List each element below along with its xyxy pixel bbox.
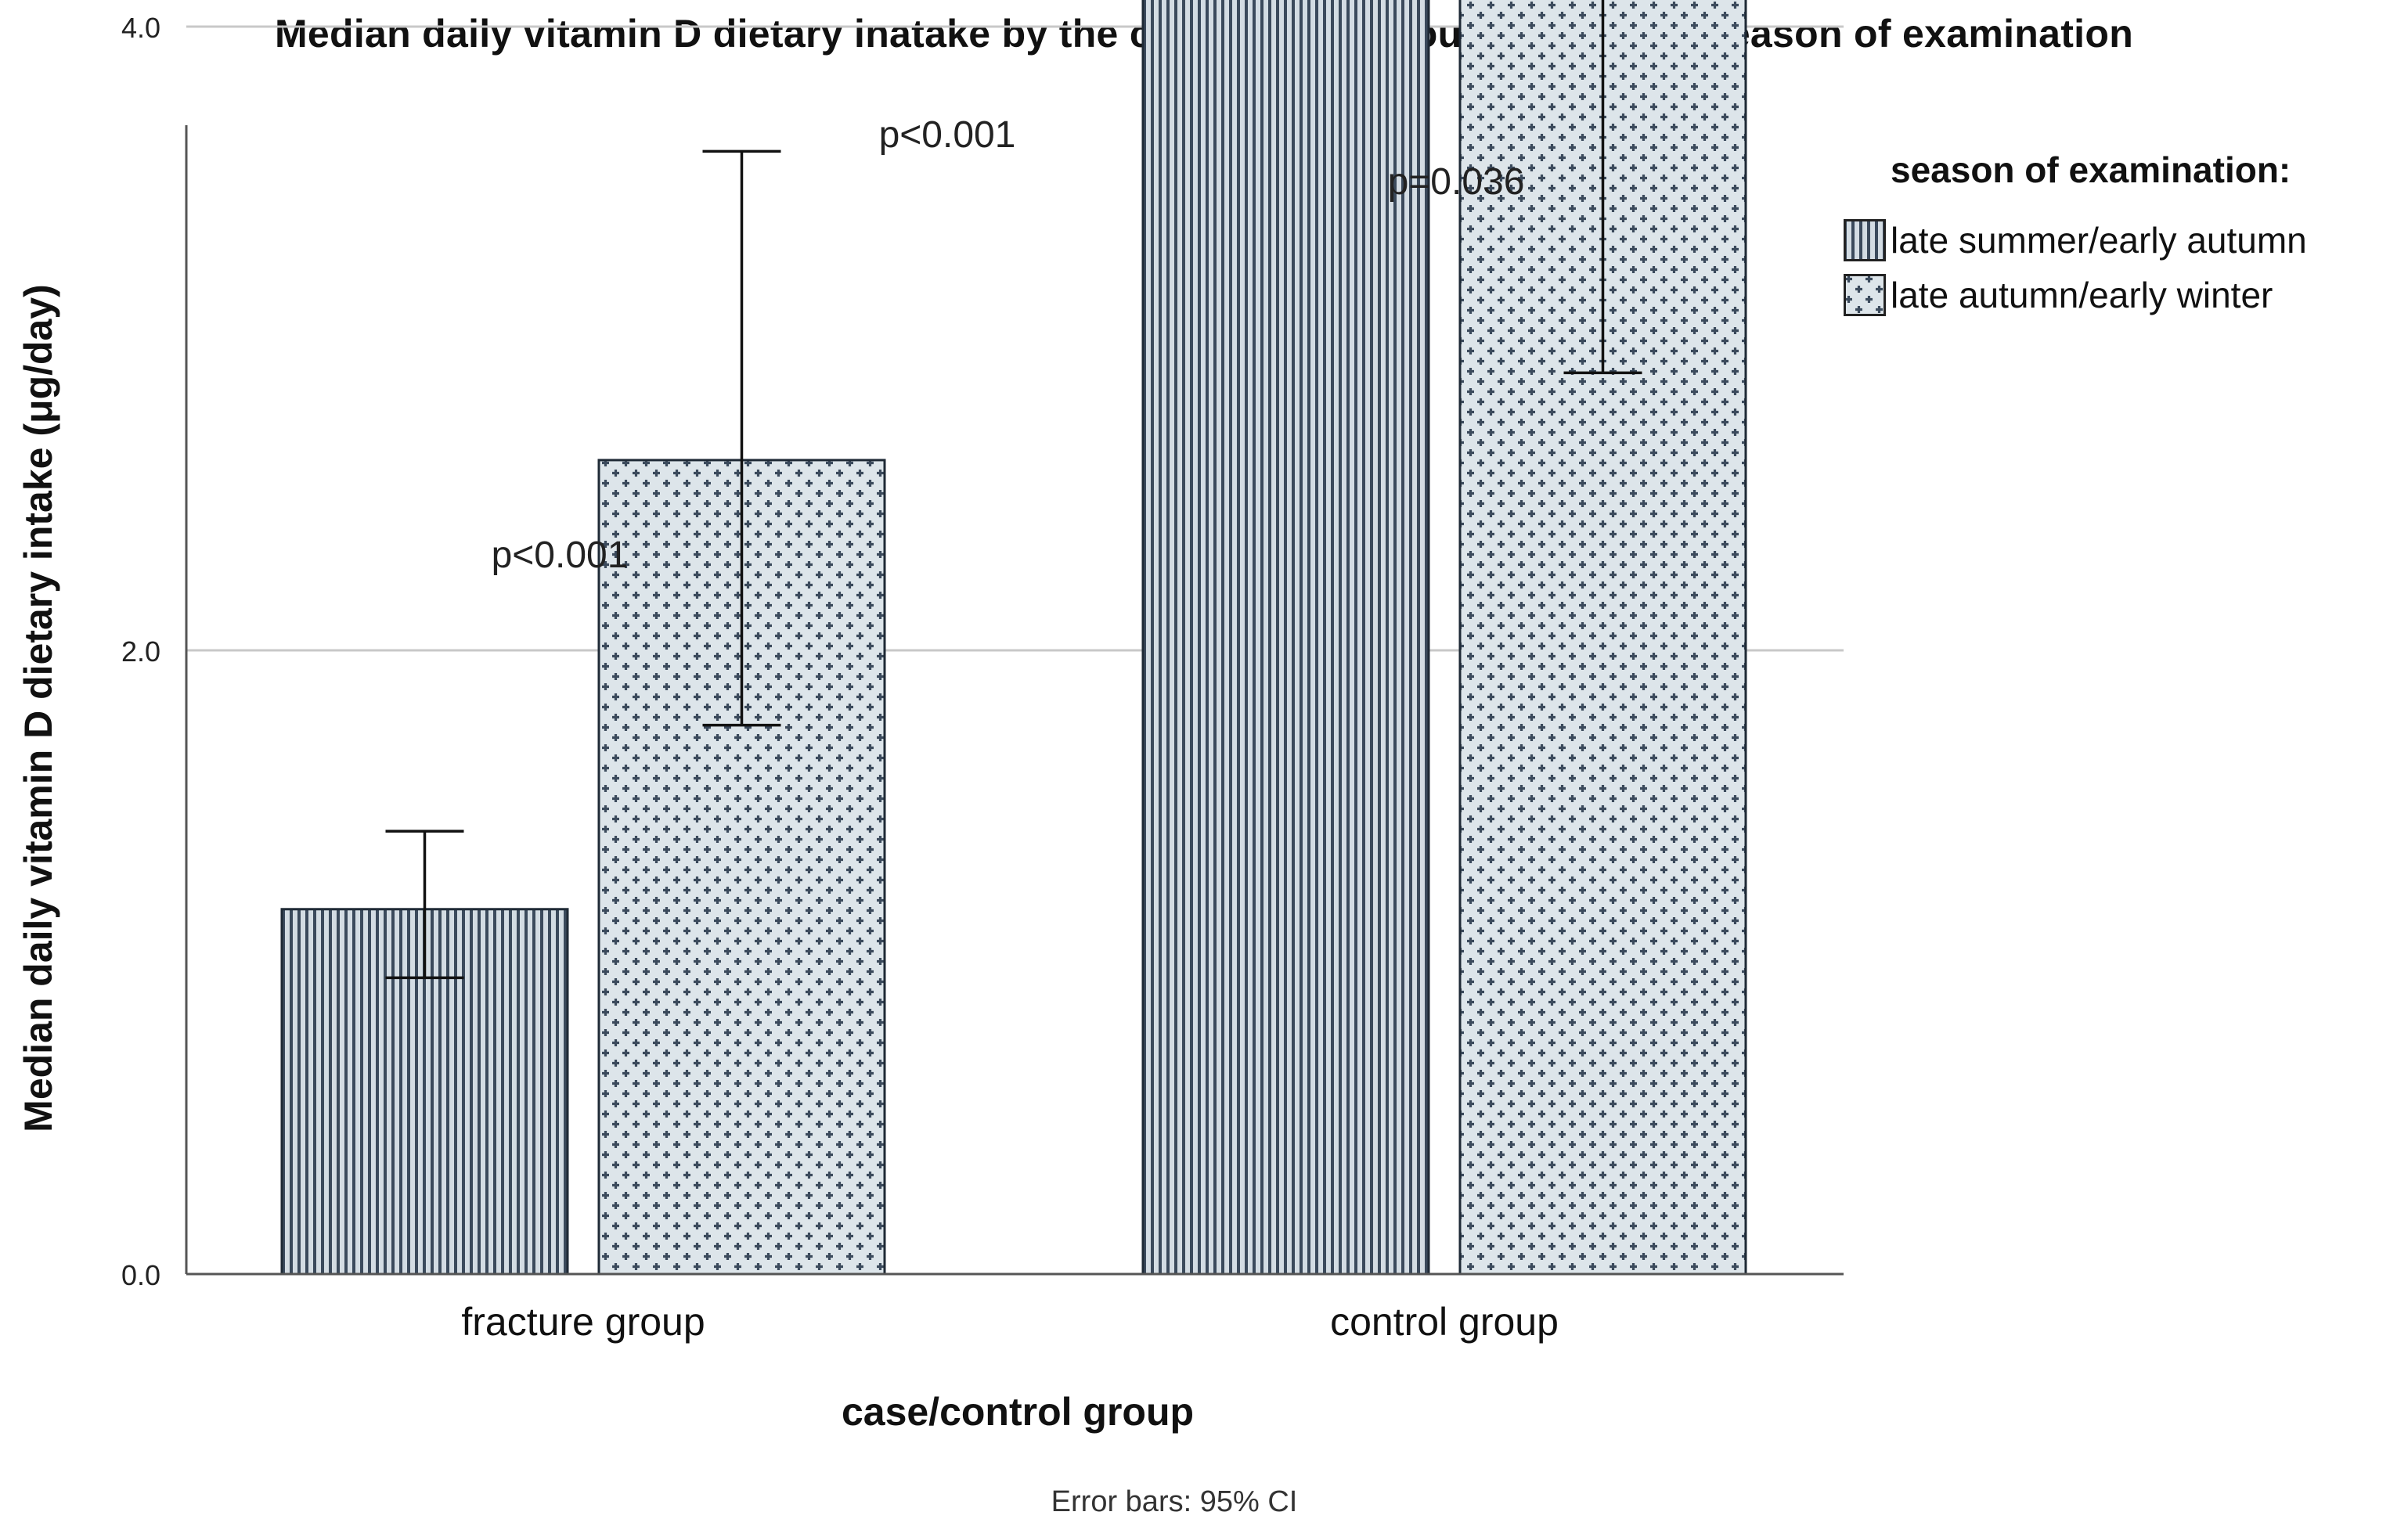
legend-item-winter: late autumn/early winter xyxy=(1844,268,2307,322)
bar xyxy=(1141,0,1430,1276)
cross-pattern-swatch-icon xyxy=(1844,274,1886,316)
x-tick-label: control group xyxy=(1330,1300,1559,1344)
legend-title: season of examination: xyxy=(1891,149,2291,190)
y-tick-label: 2.0 xyxy=(121,635,160,668)
legend-label-summer: late summer/early autumn xyxy=(1891,220,2307,261)
legend-item-summer: late summer/early autumn xyxy=(1844,213,2307,268)
p-value-annotation: p<0.001 xyxy=(879,114,1016,156)
x-tick-label: fracture group xyxy=(461,1300,705,1344)
y-tick-label: 4.0 xyxy=(121,12,160,44)
bars xyxy=(280,0,1747,1276)
p-value-annotation: p<0.001 xyxy=(492,535,629,576)
y-axis-title: Median daily vitamin D dietary intake (μ… xyxy=(16,284,60,1132)
legend-label-winter: late autumn/early winter xyxy=(1891,275,2273,315)
x-axis-title: case/control group xyxy=(841,1390,1195,1434)
axes xyxy=(185,125,1844,1276)
legend: season of examination: late summer/early… xyxy=(1844,149,2307,322)
vertical-stripes-swatch-icon xyxy=(1844,219,1886,261)
y-tick-label: 0.0 xyxy=(121,1259,160,1291)
error-bar-footnote: Error bars: 95% CI xyxy=(1051,1485,1298,1518)
p-value-annotation: p=0.036 xyxy=(1388,161,1525,203)
